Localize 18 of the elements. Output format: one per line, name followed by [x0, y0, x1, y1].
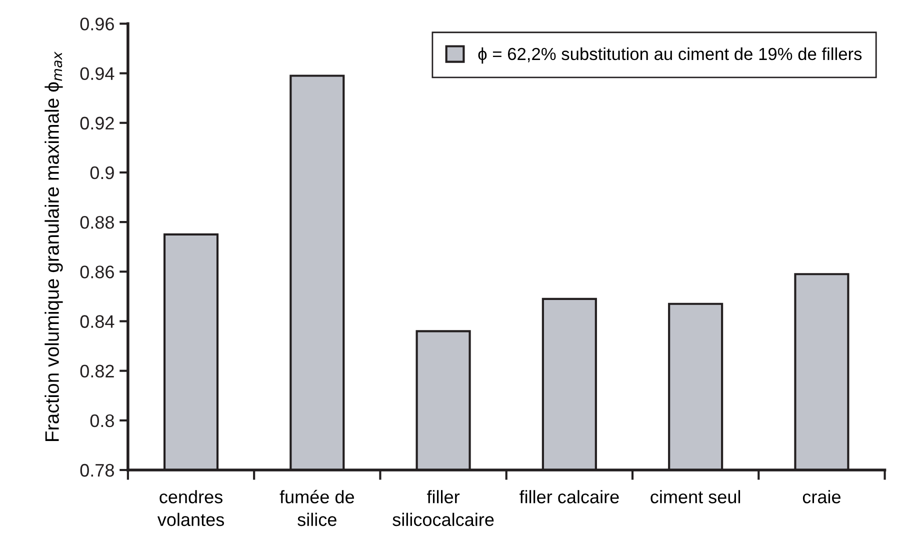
y-tick-label: 0.78 — [80, 464, 114, 477]
y-tick-label: 0.94 — [80, 67, 114, 80]
x-tick-label: ciment seul — [650, 490, 740, 504]
y-tick-label: 0.88 — [80, 216, 114, 229]
x-tick-label: fumée de silice — [280, 490, 354, 526]
y-tick-label: 0.82 — [80, 364, 114, 378]
x-tick-label: filler silicocalcaire — [392, 490, 494, 526]
y-axis-title: Fraction volumique granulaire maximale ϕ$_{max}$ — [44, 52, 63, 441]
legend-label: ϕ = 62,2% substitution au ciment de 19% de fillers — [478, 47, 862, 64]
y-tick-label: 0.8 — [90, 414, 114, 428]
y-tick-label: 0.92 — [80, 116, 114, 130]
y-tick-label: 0.84 — [80, 315, 114, 328]
x-tick-label: cendres volantes — [157, 490, 224, 526]
y-tick-label: 0.96 — [80, 18, 114, 30]
y-tick-label: 0.9 — [90, 166, 114, 180]
x-tick-label: filler calcaire — [520, 490, 619, 504]
y-tick-label: 0.86 — [80, 266, 114, 278]
x-tick-label: craie — [802, 490, 840, 504]
